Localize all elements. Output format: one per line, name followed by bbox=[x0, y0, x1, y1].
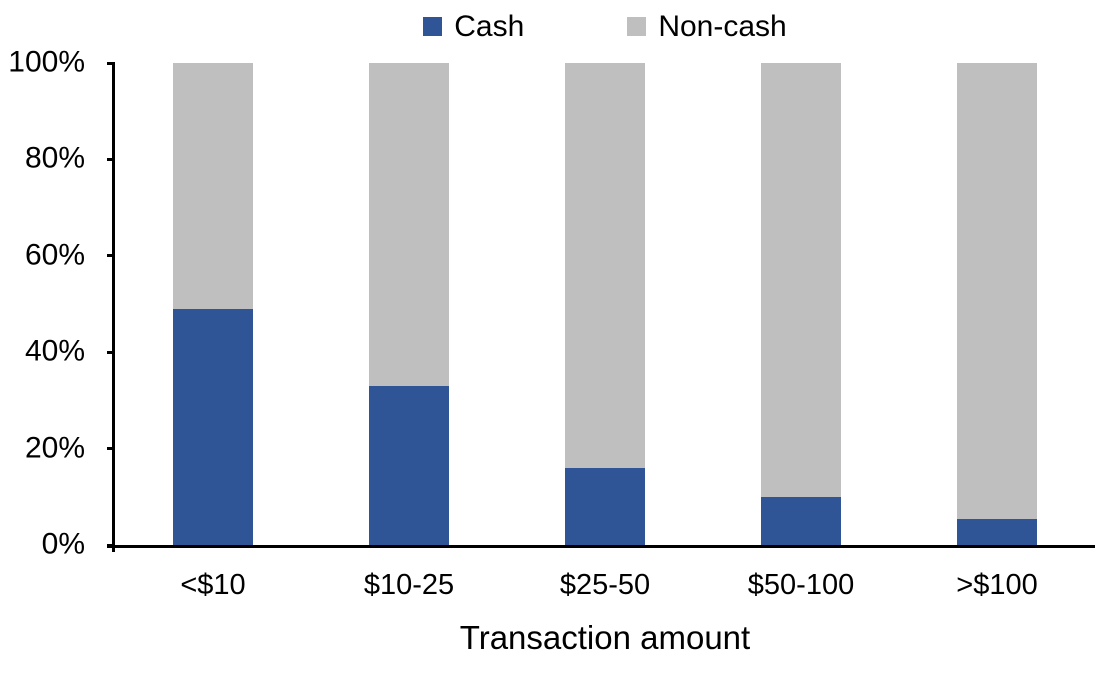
bar-segment-cash bbox=[369, 385, 449, 545]
y-axis-tick bbox=[107, 254, 115, 258]
x-axis-category-label: $50-100 bbox=[747, 569, 855, 601]
bar-segment-non-cash bbox=[565, 63, 645, 468]
x-axis-line bbox=[107, 545, 1095, 548]
y-axis-line bbox=[112, 63, 115, 552]
bar-segment-cash bbox=[957, 518, 1037, 545]
y-axis-tick-label: 100% bbox=[8, 45, 85, 79]
legend-item-cash: Cash bbox=[423, 10, 524, 43]
bar-segment-non-cash bbox=[369, 63, 449, 386]
noncash-legend-swatch bbox=[627, 17, 647, 36]
x-axis-category-label: <$10 bbox=[180, 569, 246, 601]
bar-segment-cash bbox=[565, 467, 645, 545]
bar-segment-non-cash bbox=[957, 63, 1037, 519]
bar-segment-non-cash bbox=[761, 63, 841, 497]
bar-segment-cash bbox=[761, 496, 841, 545]
cash-legend-label: Cash bbox=[454, 10, 525, 43]
bar-segment-cash bbox=[173, 308, 253, 545]
y-axis-tick bbox=[107, 543, 115, 547]
legend-item-noncash: Non-cash bbox=[627, 10, 787, 43]
legend: Cash Non-cash bbox=[115, 10, 1095, 43]
x-axis-category-label: >$100 bbox=[956, 569, 1038, 601]
y-axis-tick-label: 40% bbox=[24, 334, 85, 368]
y-axis-tick bbox=[107, 157, 115, 161]
y-axis-tick bbox=[107, 447, 115, 451]
x-axis-title: Transaction amount bbox=[459, 619, 751, 656]
cash-legend-swatch bbox=[423, 17, 443, 36]
y-axis-tick-label: 80% bbox=[24, 141, 85, 175]
y-axis-tick-label: 20% bbox=[24, 430, 85, 464]
y-axis-tick-label: 0% bbox=[41, 527, 85, 561]
x-axis-category-label: $10-25 bbox=[363, 569, 455, 601]
x-axis-category-label: $25-50 bbox=[559, 569, 651, 601]
y-axis-tick-label: 60% bbox=[24, 238, 85, 272]
y-axis-tick bbox=[107, 61, 115, 65]
bar-segment-non-cash bbox=[173, 63, 253, 309]
noncash-legend-label: Non-cash bbox=[658, 10, 787, 43]
plot-area: 0% 20% 40% 60% 80% 100% <$10 $10-25 $25-50 $50-10… bbox=[8, 47, 1095, 600]
y-axis-tick bbox=[107, 350, 115, 354]
